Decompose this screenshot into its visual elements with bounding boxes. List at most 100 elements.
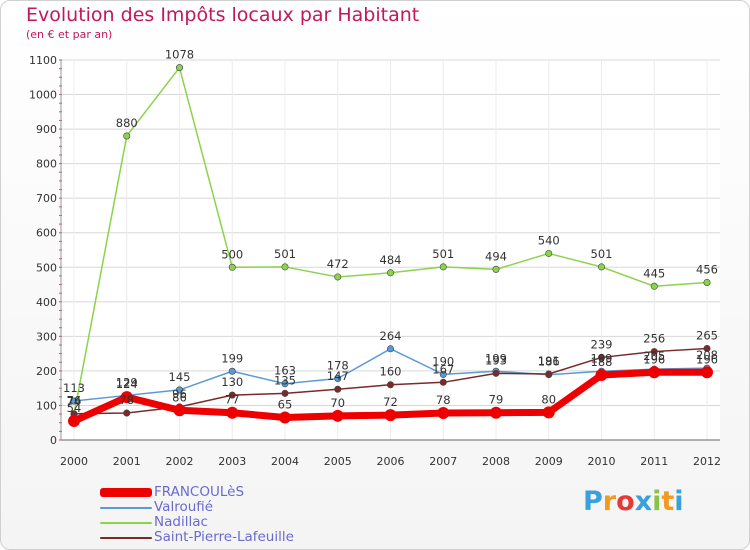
logo-letter: r [602,486,617,517]
y-tick-label: 400 [36,296,57,309]
data-point [279,411,291,424]
data-label: 124 [116,377,138,391]
data-point [331,409,344,422]
y-tick-label: 0 [50,434,57,447]
data-label: 70 [330,396,345,410]
legend-swatch-saint-pierre-lafeuille [100,537,152,539]
data-point [597,263,605,271]
legend-swatch-nadillac [100,522,152,524]
data-label: 264 [380,329,402,343]
proxiti-logo: Proxiti [583,486,684,517]
data-label: 199 [221,351,243,365]
data-label: 65 [278,398,293,412]
data-point [226,406,239,419]
data-point [334,375,342,383]
data-point [68,415,80,427]
data-label: 191 [538,354,560,368]
data-label: 501 [274,247,296,261]
legend-label: Saint-Pierre-Lafeuille [154,529,294,545]
data-label: 239 [591,337,613,351]
data-point [542,406,555,419]
data-label: 199 [591,351,613,365]
data-point [281,263,289,271]
data-point [123,409,131,417]
data-label: 501 [591,247,613,261]
y-tick-label: 900 [36,123,57,136]
data-label: 80 [541,392,556,406]
data-label: 484 [380,253,402,267]
y-tick-label: 500 [36,261,57,274]
data-point [545,249,553,257]
data-label: 130 [221,375,243,389]
data-label: 1078 [165,48,194,62]
chart-title: Evolution des Impôts locaux par Habitant [26,4,420,26]
x-tick-label: 2011 [640,455,668,468]
legend-label: FRANCOULèS [154,484,245,500]
data-label: 199 [485,351,507,365]
data-point [701,366,713,379]
data-label: 456 [696,262,718,276]
data-point [334,385,342,393]
data-label: 74 [67,394,82,408]
data-label: 501 [432,247,454,261]
x-tick-label: 2002 [166,455,194,468]
data-point [176,386,184,394]
data-point [228,367,236,375]
data-point [439,378,447,386]
y-tick-label: 600 [36,227,57,240]
data-point [228,263,236,271]
data-point [703,344,711,352]
x-tick-label: 2012 [693,455,721,468]
data-point [228,391,236,399]
data-label: 135 [274,373,296,387]
y-tick-label: 800 [36,158,57,171]
data-label: 188 [591,355,613,369]
legend-swatch-valroufie [100,507,152,509]
data-label: 167 [432,362,454,376]
data-label: 96 [172,387,187,401]
data-label: 265 [696,328,718,342]
x-tick-label: 2008 [482,455,510,468]
data-label: 78 [436,393,451,407]
data-label: 77 [225,393,240,407]
data-label: 79 [489,393,504,407]
data-label: 190 [432,354,454,368]
data-label: 163 [274,364,296,378]
data-label: 540 [538,233,560,247]
data-point [490,406,502,419]
data-point [595,369,608,382]
data-label: 76 [67,394,82,408]
x-tick-label: 2003 [218,455,246,468]
logo-letter: x [634,486,653,517]
data-point [334,273,342,281]
data-point [545,370,553,378]
data-point [648,366,661,379]
x-tick-label: 2009 [535,455,563,468]
data-label: 160 [380,365,402,379]
logo-letter: t [661,486,675,517]
data-label: 145 [169,370,191,384]
data-label: 54 [67,401,82,415]
data-point [386,381,394,389]
x-tick-label: 2005 [324,455,352,468]
y-tick-label: 300 [36,330,57,343]
logo-letter: o [616,486,635,517]
y-tick-label: 1000 [29,89,57,102]
logo-letter: P [583,486,603,517]
legend-label: Nadillac [154,514,208,530]
data-point [176,64,184,72]
data-label: 193 [485,353,507,367]
x-tick-label: 2007 [429,455,457,468]
data-label: 72 [383,395,398,409]
x-tick-label: 2006 [377,455,405,468]
data-label: 205 [643,349,665,363]
data-point [386,269,394,277]
x-tick-label: 2010 [588,455,616,468]
data-point [439,263,447,271]
y-tick-label: 1100 [29,54,57,67]
data-label: 472 [327,257,349,271]
data-label: 186 [538,355,560,369]
data-point [281,389,289,397]
data-point [703,278,711,286]
